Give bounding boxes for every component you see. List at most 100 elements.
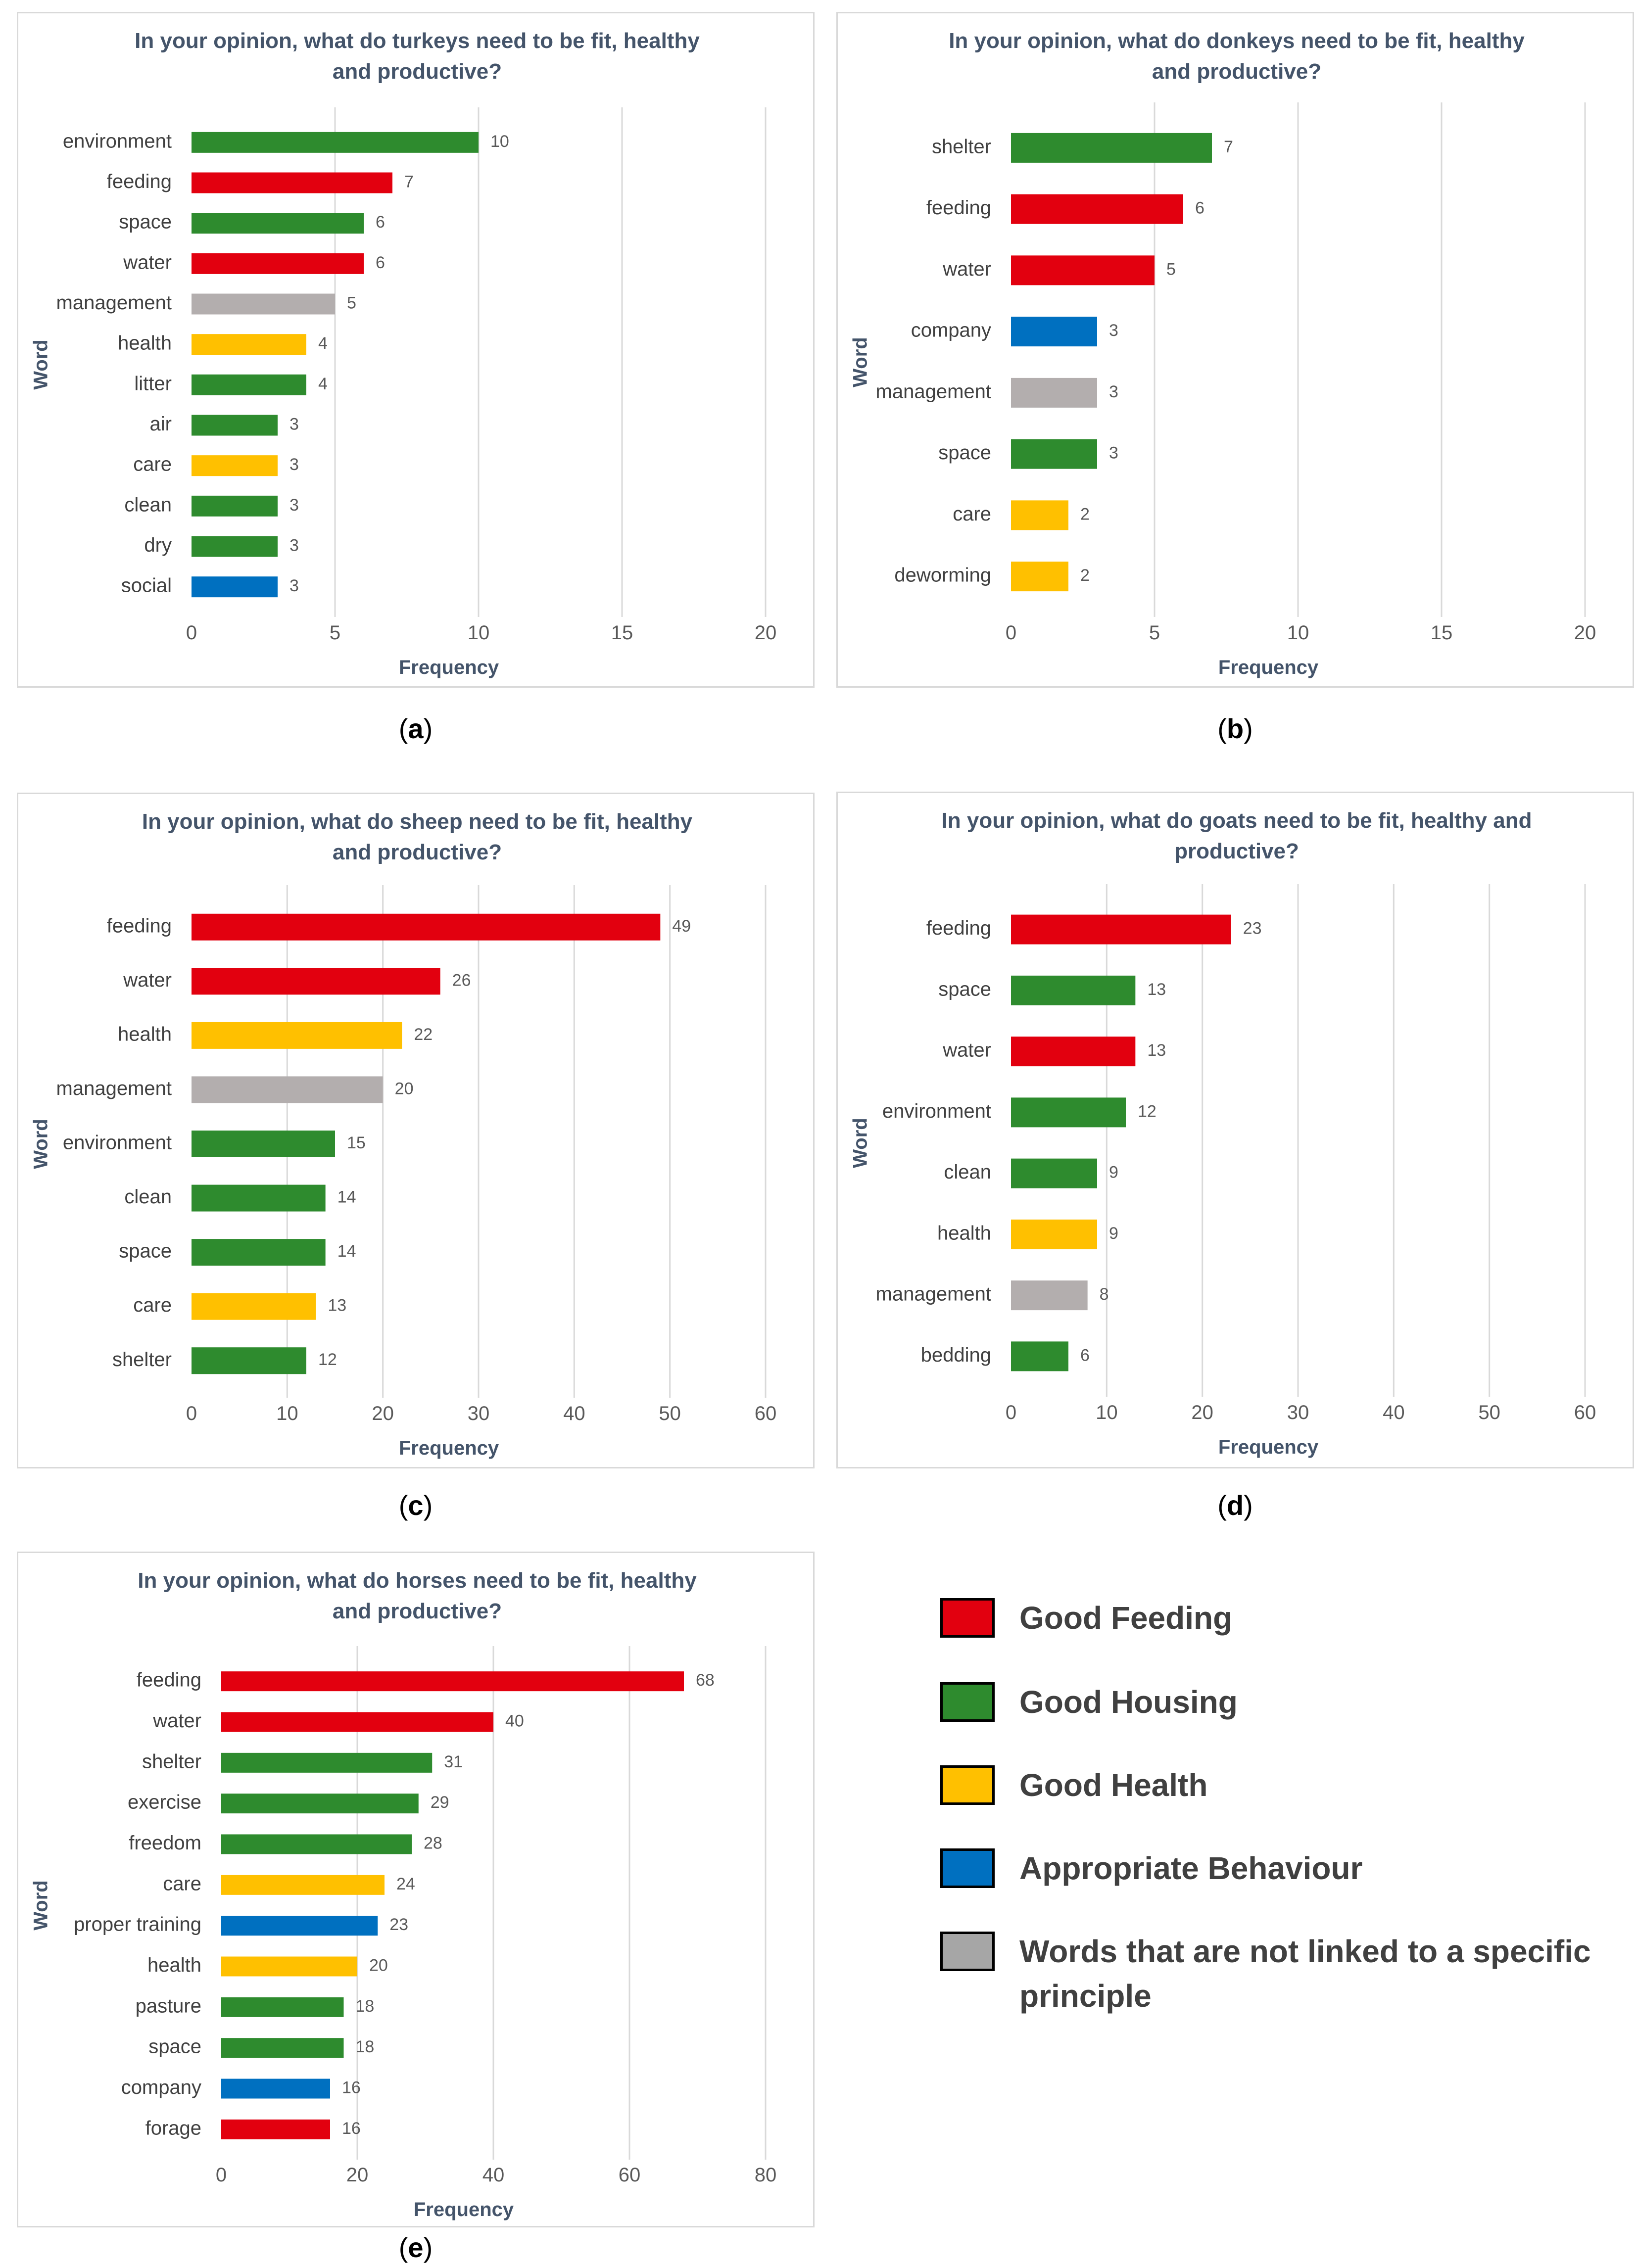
x-tick-label: 0 bbox=[216, 2164, 227, 2186]
bar-freedom bbox=[221, 1834, 412, 1854]
data-label: 28 bbox=[424, 1834, 442, 1852]
category-label: management bbox=[876, 1283, 991, 1305]
x-tick-label: 0 bbox=[1006, 622, 1016, 644]
caption-e-letter: e bbox=[408, 2232, 424, 2263]
category-label: pasture bbox=[136, 1995, 201, 2017]
data-label: 3 bbox=[1109, 321, 1118, 340]
bar-feeding bbox=[1011, 914, 1231, 945]
bar-care bbox=[192, 455, 278, 476]
bar-clean bbox=[1011, 1158, 1097, 1188]
chart-title-line-1: In your opinion, what do donkeys need to… bbox=[949, 29, 1525, 53]
bar-environment bbox=[1011, 1097, 1126, 1128]
bar-deworming bbox=[1011, 562, 1068, 592]
category-label: space bbox=[148, 2036, 201, 2058]
x-axis-label: Frequency bbox=[414, 2199, 514, 2221]
chart-svg-turkeys: In your opinion, what do turkeys need to… bbox=[30, 29, 777, 678]
x-tick-label: 10 bbox=[1096, 1402, 1118, 1423]
bar-water bbox=[1011, 255, 1155, 285]
bar-environment bbox=[192, 1131, 335, 1157]
caption-e-close: ) bbox=[423, 2232, 433, 2263]
bar-care bbox=[1011, 500, 1068, 530]
data-label: 3 bbox=[289, 496, 299, 515]
x-tick-label: 40 bbox=[1383, 1402, 1405, 1423]
category-label: water bbox=[123, 969, 172, 991]
data-label: 23 bbox=[389, 1915, 408, 1934]
x-tick-label: 30 bbox=[1287, 1402, 1309, 1423]
category-label: health bbox=[937, 1222, 991, 1244]
caption-d-letter: d bbox=[1226, 1490, 1244, 1521]
x-axis-label: Frequency bbox=[399, 1437, 499, 1459]
chart-panel-sheep: In your opinion, what do sheep need to b… bbox=[17, 793, 815, 1468]
x-axis-label: Frequency bbox=[1218, 657, 1319, 678]
category-label: shelter bbox=[142, 1750, 201, 1772]
data-label: 12 bbox=[318, 1350, 337, 1369]
category-label: shelter bbox=[112, 1349, 172, 1370]
x-tick-label: 30 bbox=[468, 1403, 490, 1424]
x-tick-label: 20 bbox=[346, 2164, 369, 2186]
chart-panel-turkeys: In your opinion, what do turkeys need to… bbox=[17, 12, 815, 688]
data-label: 68 bbox=[696, 1671, 715, 1690]
data-label: 6 bbox=[376, 213, 385, 232]
caption-b-close: ) bbox=[1244, 713, 1253, 744]
caption-a-close: ) bbox=[423, 713, 433, 744]
bar-feeding bbox=[1011, 194, 1183, 224]
category-label: shelter bbox=[932, 136, 991, 157]
bar-company bbox=[221, 2079, 330, 2099]
bar-company bbox=[1011, 317, 1097, 347]
category-label: clean bbox=[124, 1186, 172, 1208]
data-label: 10 bbox=[490, 132, 509, 151]
category-label: management bbox=[876, 380, 991, 402]
bar-management bbox=[1011, 1280, 1088, 1311]
bar-feeding bbox=[192, 172, 392, 193]
x-tick-label: 0 bbox=[1006, 1402, 1016, 1423]
category-label: health bbox=[147, 1954, 201, 1976]
category-label: care bbox=[133, 454, 172, 475]
data-label: 6 bbox=[1080, 1346, 1090, 1365]
data-label: 8 bbox=[1100, 1285, 1109, 1304]
bar-management bbox=[192, 293, 335, 315]
x-tick-label: 20 bbox=[372, 1403, 394, 1424]
data-label: 5 bbox=[1166, 260, 1176, 279]
bar-exercise bbox=[221, 1794, 419, 1814]
data-label: 23 bbox=[1243, 919, 1262, 938]
x-tick-label: 60 bbox=[619, 2164, 641, 2186]
category-label: forage bbox=[145, 2117, 201, 2139]
legend-label-good-health: Good Health bbox=[1019, 1767, 1208, 1803]
data-label: 13 bbox=[1147, 1041, 1166, 1060]
bar-shelter bbox=[221, 1752, 433, 1773]
x-tick-label: 10 bbox=[276, 1403, 298, 1424]
data-label: 13 bbox=[1147, 980, 1166, 999]
bar-space bbox=[192, 1239, 326, 1266]
caption-e: (e) bbox=[366, 2231, 465, 2264]
x-tick-label: 40 bbox=[482, 2164, 505, 2186]
x-tick-label: 10 bbox=[468, 622, 490, 644]
data-label: 14 bbox=[337, 1242, 356, 1261]
bar-health bbox=[192, 334, 306, 355]
data-label: 3 bbox=[1109, 382, 1118, 401]
legend-swatch-good-health bbox=[940, 1765, 995, 1805]
bar-clean bbox=[192, 495, 278, 517]
data-label: 24 bbox=[396, 1875, 415, 1893]
bar-feeding bbox=[221, 1671, 684, 1692]
bar-health bbox=[192, 1022, 402, 1049]
caption-a: (a) bbox=[366, 712, 465, 745]
bar-environment bbox=[192, 132, 479, 153]
category-label: feeding bbox=[137, 1669, 201, 1691]
bar-pasture bbox=[221, 1997, 344, 2017]
category-label: management bbox=[56, 1078, 172, 1099]
bar-dry bbox=[192, 536, 278, 557]
category-label: water bbox=[152, 1710, 201, 1732]
chart-title-line-1: In your opinion, what do goats need to b… bbox=[942, 808, 1532, 833]
x-tick-label: 20 bbox=[1191, 1402, 1213, 1423]
chart-title-line-1: In your opinion, what do sheep need to b… bbox=[142, 809, 693, 834]
category-label: care bbox=[953, 503, 991, 525]
chart-panel-goats: In your opinion, what do goats need to b… bbox=[836, 792, 1634, 1468]
chart-svg-horses: In your opinion, what do horses need to … bbox=[30, 1568, 777, 2221]
data-label: 2 bbox=[1080, 566, 1090, 585]
data-label: 6 bbox=[376, 253, 385, 272]
category-label: dry bbox=[144, 534, 172, 556]
legend-swatch-good-feeding bbox=[940, 1598, 995, 1638]
category-label: litter bbox=[134, 373, 172, 394]
x-tick-label: 40 bbox=[563, 1403, 585, 1424]
x-tick-label: 5 bbox=[330, 622, 340, 644]
